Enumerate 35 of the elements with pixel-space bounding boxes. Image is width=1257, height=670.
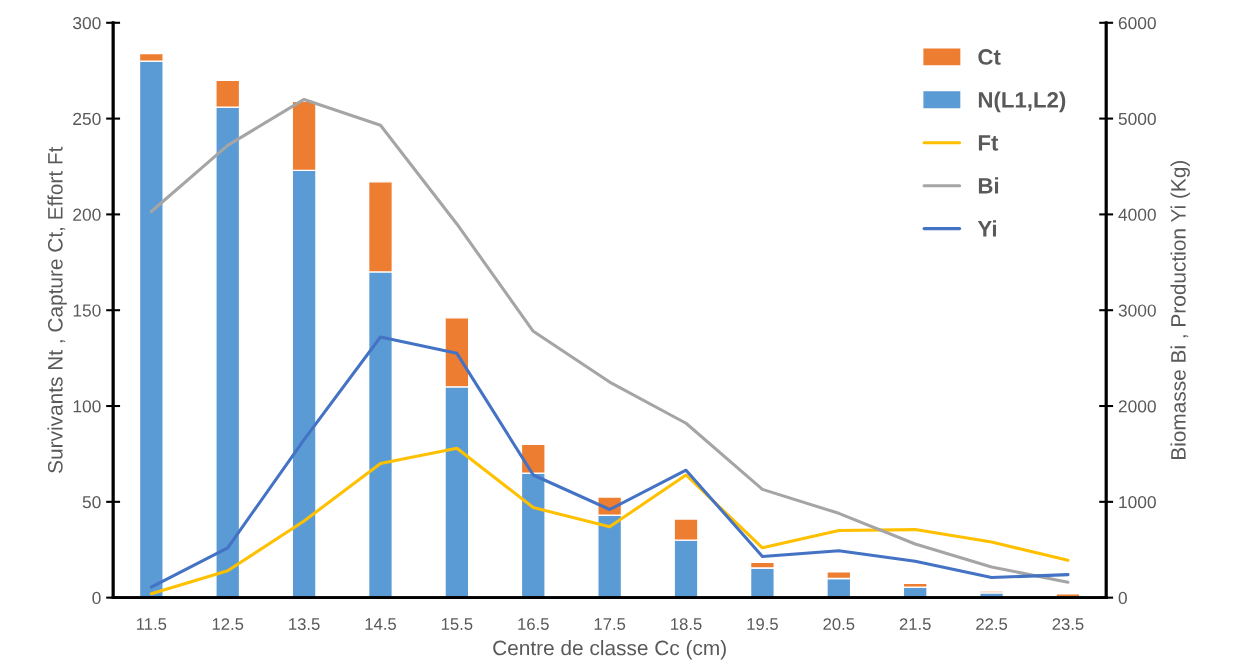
x-tick-label: 22.5 <box>976 618 1008 630</box>
x-tick-label: 23.5 <box>1052 618 1084 630</box>
legend-label: N(L1,L2) <box>978 91 1066 113</box>
y-tick-label: 100 <box>73 400 101 413</box>
y2-tick-label: 2000 <box>1118 400 1156 413</box>
x-tick-label: 11.5 <box>136 618 167 630</box>
x-tick-label: 17.5 <box>594 618 626 630</box>
legend-label: Bi <box>978 177 999 194</box>
y-tick-label: 150 <box>73 304 101 317</box>
x-tick-label: 12.5 <box>212 618 244 630</box>
legend-label: Yi <box>977 220 997 237</box>
legend-label: Ct <box>978 49 1001 65</box>
x-tick-label: 14.5 <box>365 618 397 630</box>
x-axis-title: Centre de classe Cc (cm) <box>493 640 726 660</box>
y2-tick-label: 4000 <box>1118 208 1156 221</box>
y-tick-label: 50 <box>82 496 101 509</box>
y-tick-label: 0 <box>92 591 101 605</box>
y-tick-label: 300 <box>73 16 101 30</box>
x-tick-label: 20.5 <box>823 618 855 630</box>
y2-axis-title: Biomasse Bi , Production Yi (Kg) <box>1170 160 1190 460</box>
x-tick-label: 21.5 <box>899 618 931 630</box>
y-tick-label: 200 <box>73 208 101 221</box>
x-tick-label: 16.5 <box>518 618 549 630</box>
y2-tick-label: 6000 <box>1118 16 1156 30</box>
x-tick-label: 15.5 <box>441 618 473 630</box>
x-tick-label: 19.5 <box>747 618 778 630</box>
x-tick-label: 18.5 <box>671 618 702 630</box>
y2-tick-label: 0 <box>1118 591 1127 605</box>
y-axis-title: Survivants Nt , Capture Ct, Effort Ft <box>47 146 67 473</box>
y-tick-label: 250 <box>73 112 101 126</box>
y2-tick-label: 5000 <box>1118 112 1156 126</box>
y2-tick-label: 3000 <box>1118 304 1156 317</box>
y2-tick-label: 1000 <box>1119 496 1156 509</box>
legend-label: Ft <box>978 135 999 151</box>
x-tick-label: 13.5 <box>289 618 320 630</box>
